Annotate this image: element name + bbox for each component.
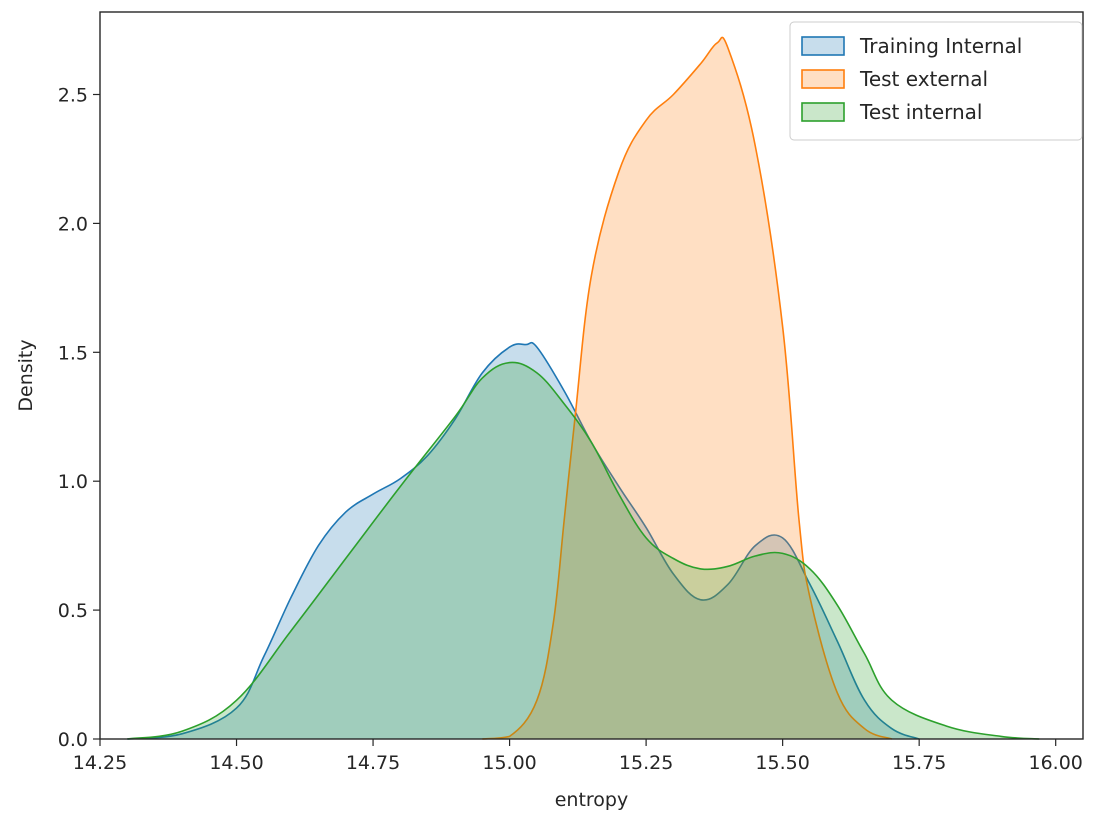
series-line-training-internal [127, 341, 920, 740]
legend-label-test-internal: Test internal [859, 100, 982, 124]
legend-box [789, 21, 1083, 141]
x-tick-label: 14.75 [346, 752, 400, 774]
y-axis: 0.0 0.5 1.0 1.5 2.0 2.5 [58, 84, 100, 751]
x-tick-label: 14.50 [209, 752, 263, 774]
y-tick-label: 1.0 [58, 471, 88, 493]
series-line-test-external [482, 36, 893, 740]
legend-swatch-test-internal [801, 102, 845, 122]
y-tick-label: 0.0 [58, 729, 88, 751]
series-fill-training-internal [127, 342, 920, 739]
y-tick-label: 2.0 [58, 213, 88, 235]
y-tick-label: 2.5 [58, 84, 88, 106]
x-axis: 14.25 14.50 14.75 15.00 15.25 15.50 15.75 16.00 [73, 739, 1083, 774]
legend-label-test-external: Test external [859, 67, 988, 91]
y-axis-label: Density [15, 339, 37, 411]
legend-label-training-internal: Training Internal [859, 34, 1022, 58]
x-tick-label: 15.00 [482, 752, 536, 774]
y-tick-label: 0.5 [58, 600, 88, 622]
series-fill-test-internal [127, 362, 1040, 739]
x-tick-label: 15.50 [755, 752, 809, 774]
plot-frame [99, 11, 1084, 740]
legend-swatch-training-internal [801, 36, 845, 56]
y-tick-label: 1.5 [58, 342, 88, 364]
x-tick-label: 14.25 [73, 752, 127, 774]
x-tick-label: 15.75 [892, 752, 946, 774]
legend-swatch-test-external [801, 69, 845, 89]
x-tick-label: 15.25 [619, 752, 673, 774]
x-tick-label: 16.00 [1028, 752, 1082, 774]
series-areas [127, 36, 1040, 740]
x-axis-label: entropy [555, 789, 629, 811]
series-line-test-internal [127, 361, 1040, 740]
series-fill-test-external [482, 37, 892, 739]
legend: Training Internal Test external Test inter… [789, 21, 1083, 141]
